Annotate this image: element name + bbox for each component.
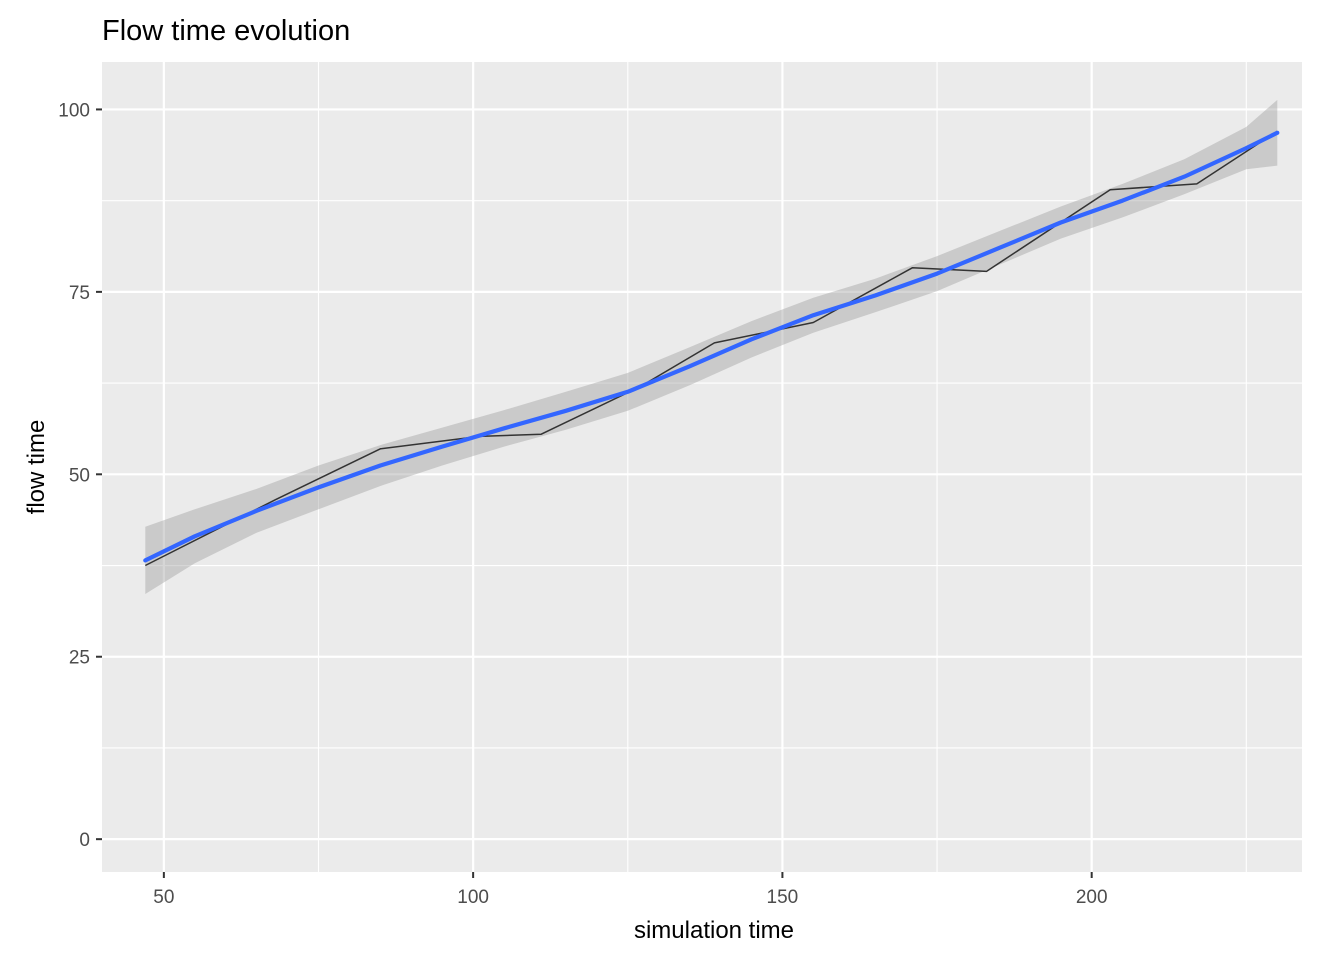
- confidence-band-layer: [145, 99, 1278, 595]
- grid-lines: [102, 62, 1302, 872]
- axis-ticks: 50 100 150 200 0 25 50 75 100: [58, 100, 1107, 908]
- y-tick-label: 0: [79, 830, 90, 851]
- plot-panel: [102, 62, 1302, 872]
- flow-time-line: [144, 130, 1278, 567]
- chart-title: Flow time evolution: [102, 15, 350, 47]
- y-axis-title: flow time: [23, 420, 50, 515]
- x-tick-label: 200: [1076, 887, 1108, 908]
- x-axis-title: simulation time: [634, 917, 794, 944]
- confidence-band: [145, 99, 1278, 595]
- smooth-trend-line: [143, 130, 1280, 563]
- series-line-layer: [143, 130, 1280, 567]
- y-tick-label: 100: [58, 100, 90, 121]
- x-tick-label: 50: [153, 887, 174, 908]
- y-tick-label: 75: [69, 283, 90, 304]
- x-tick-label: 150: [767, 887, 799, 908]
- y-tick-label: 25: [69, 648, 90, 669]
- y-tick-label: 50: [69, 465, 90, 486]
- x-tick-label: 100: [457, 887, 489, 908]
